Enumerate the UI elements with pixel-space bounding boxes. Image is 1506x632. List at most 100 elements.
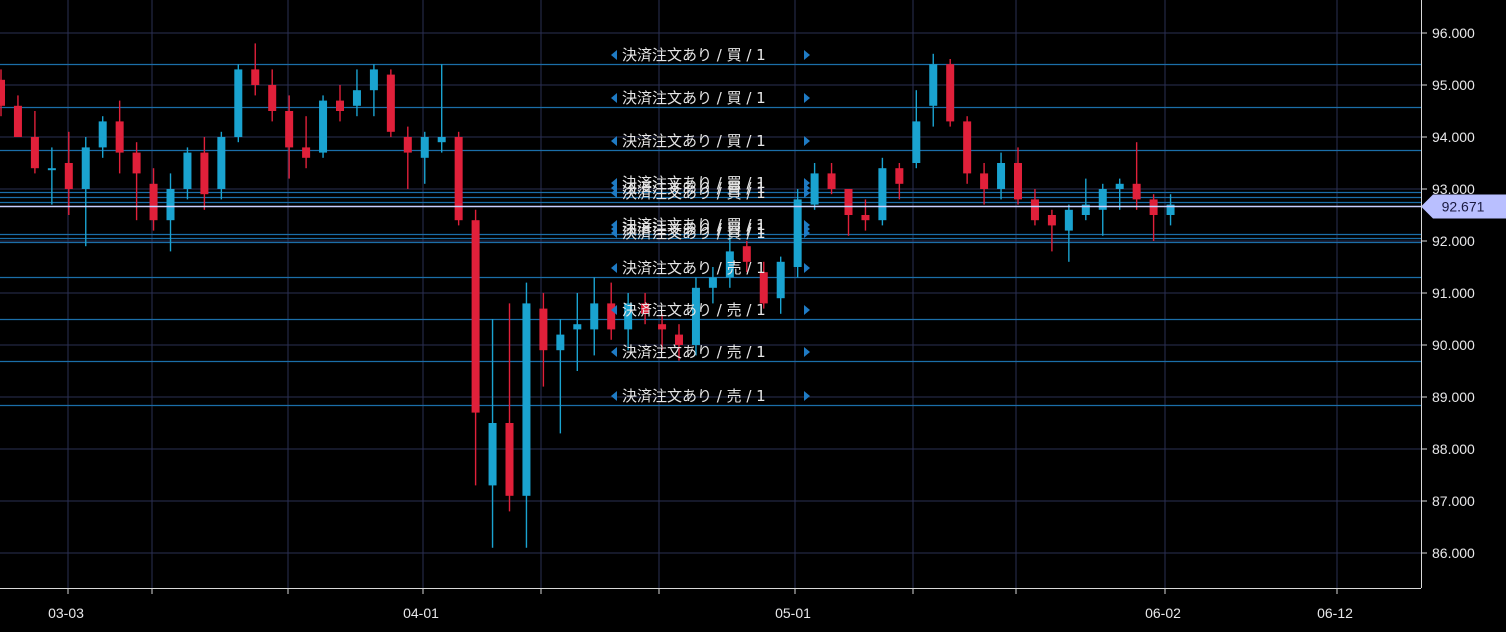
candle — [200, 137, 209, 210]
candle — [827, 163, 836, 195]
candle-body — [742, 246, 751, 262]
order-label: 決済注文あり / 買 / 1 — [611, 184, 810, 202]
candle-body — [691, 287, 700, 345]
order-label: 決済注文あり / 売 / 1 — [611, 301, 810, 319]
candle-body — [1030, 199, 1039, 221]
candle — [725, 230, 734, 288]
x-tick-label: 03-03 — [48, 605, 84, 621]
candle — [81, 137, 90, 247]
y-tick-label: 91.000 — [1432, 285, 1475, 301]
y-tick-label: 94.000 — [1432, 129, 1475, 145]
candle — [590, 277, 599, 356]
candle-body — [1166, 204, 1175, 215]
candle-body — [793, 199, 802, 267]
candle-body — [895, 168, 904, 184]
y-tick-label: 87.000 — [1432, 493, 1475, 509]
arrow-left-icon — [611, 263, 617, 273]
candle — [115, 100, 124, 174]
candle — [912, 90, 921, 169]
candle — [759, 261, 768, 309]
candle-body — [624, 303, 633, 330]
candle — [980, 163, 989, 205]
candle — [166, 173, 175, 252]
x-tick-label: 04-01 — [403, 605, 439, 621]
candle-body — [1014, 163, 1022, 200]
candle — [742, 241, 751, 273]
candle-body — [1098, 189, 1107, 210]
order-label: 決済注文あり / 売 / 1 — [611, 259, 810, 277]
candle-body — [251, 69, 260, 85]
candle — [13, 95, 22, 137]
candle — [1014, 147, 1022, 205]
candle-body — [708, 277, 717, 288]
arrow-right-icon — [804, 93, 810, 103]
candle — [844, 189, 853, 236]
arrow-left-icon — [611, 93, 617, 103]
candle-body — [200, 152, 209, 195]
candle — [810, 163, 819, 210]
y-tick-label: 86.000 — [1432, 545, 1475, 561]
candle-body — [47, 168, 56, 171]
candle-body — [980, 173, 989, 189]
candle — [776, 256, 785, 314]
candle-body — [64, 163, 73, 189]
candle-body — [522, 303, 531, 496]
candle — [1047, 209, 1056, 252]
y-tick-label: 92.000 — [1432, 233, 1475, 249]
candle-body — [1115, 183, 1124, 189]
candle-body — [641, 303, 650, 314]
candle — [471, 209, 480, 486]
candle — [30, 111, 39, 174]
candle — [946, 59, 955, 127]
candle-body — [386, 74, 395, 132]
arrow-right-icon — [804, 50, 810, 60]
candle-body — [810, 173, 819, 205]
candle-body — [149, 183, 158, 221]
x-axis: 03-03 04-01 05-01 06-02 06-12 — [0, 588, 1421, 621]
arrow-right-icon — [804, 228, 810, 238]
candle-body — [13, 105, 22, 137]
candle-body — [234, 69, 243, 137]
x-tick-label: 06-02 — [1145, 605, 1181, 621]
candle-body — [946, 64, 955, 122]
arrow-right-icon — [804, 263, 810, 273]
candle-body — [30, 137, 39, 169]
candle-body — [403, 137, 412, 153]
candle — [1166, 194, 1175, 226]
candle-body — [98, 121, 107, 148]
arrow-right-icon — [804, 188, 810, 198]
candle — [963, 116, 972, 184]
candle — [522, 282, 531, 548]
candle — [285, 95, 294, 179]
arrow-left-icon — [611, 188, 617, 198]
candle — [573, 293, 582, 371]
candle — [641, 293, 650, 325]
order-label-text: 決済注文あり / 買 / 1 — [622, 174, 766, 192]
candle-body — [590, 303, 599, 330]
candle — [708, 267, 717, 304]
candle-body — [336, 100, 344, 111]
y-tick-label: 93.000 — [1432, 181, 1475, 197]
candle — [234, 64, 243, 143]
candle-body — [556, 334, 565, 351]
candle-body — [658, 324, 667, 330]
candle-body — [183, 152, 192, 189]
candle — [98, 116, 107, 158]
candle-body — [912, 121, 921, 163]
candle — [658, 313, 667, 351]
arrow-right-icon — [804, 347, 810, 357]
candle — [929, 53, 938, 127]
candle-body — [963, 121, 972, 174]
candles — [0, 43, 1175, 548]
candle — [861, 199, 870, 231]
candle — [675, 324, 683, 361]
arrow-right-icon — [804, 136, 810, 146]
candle-body — [776, 261, 785, 299]
x-tick-label: 05-01 — [775, 605, 811, 621]
candle-body — [369, 69, 378, 91]
order-label-text: 決済注文あり / 買 / 1 — [622, 132, 766, 150]
candle — [268, 69, 277, 122]
candle-body — [844, 189, 853, 215]
candle — [997, 152, 1006, 200]
